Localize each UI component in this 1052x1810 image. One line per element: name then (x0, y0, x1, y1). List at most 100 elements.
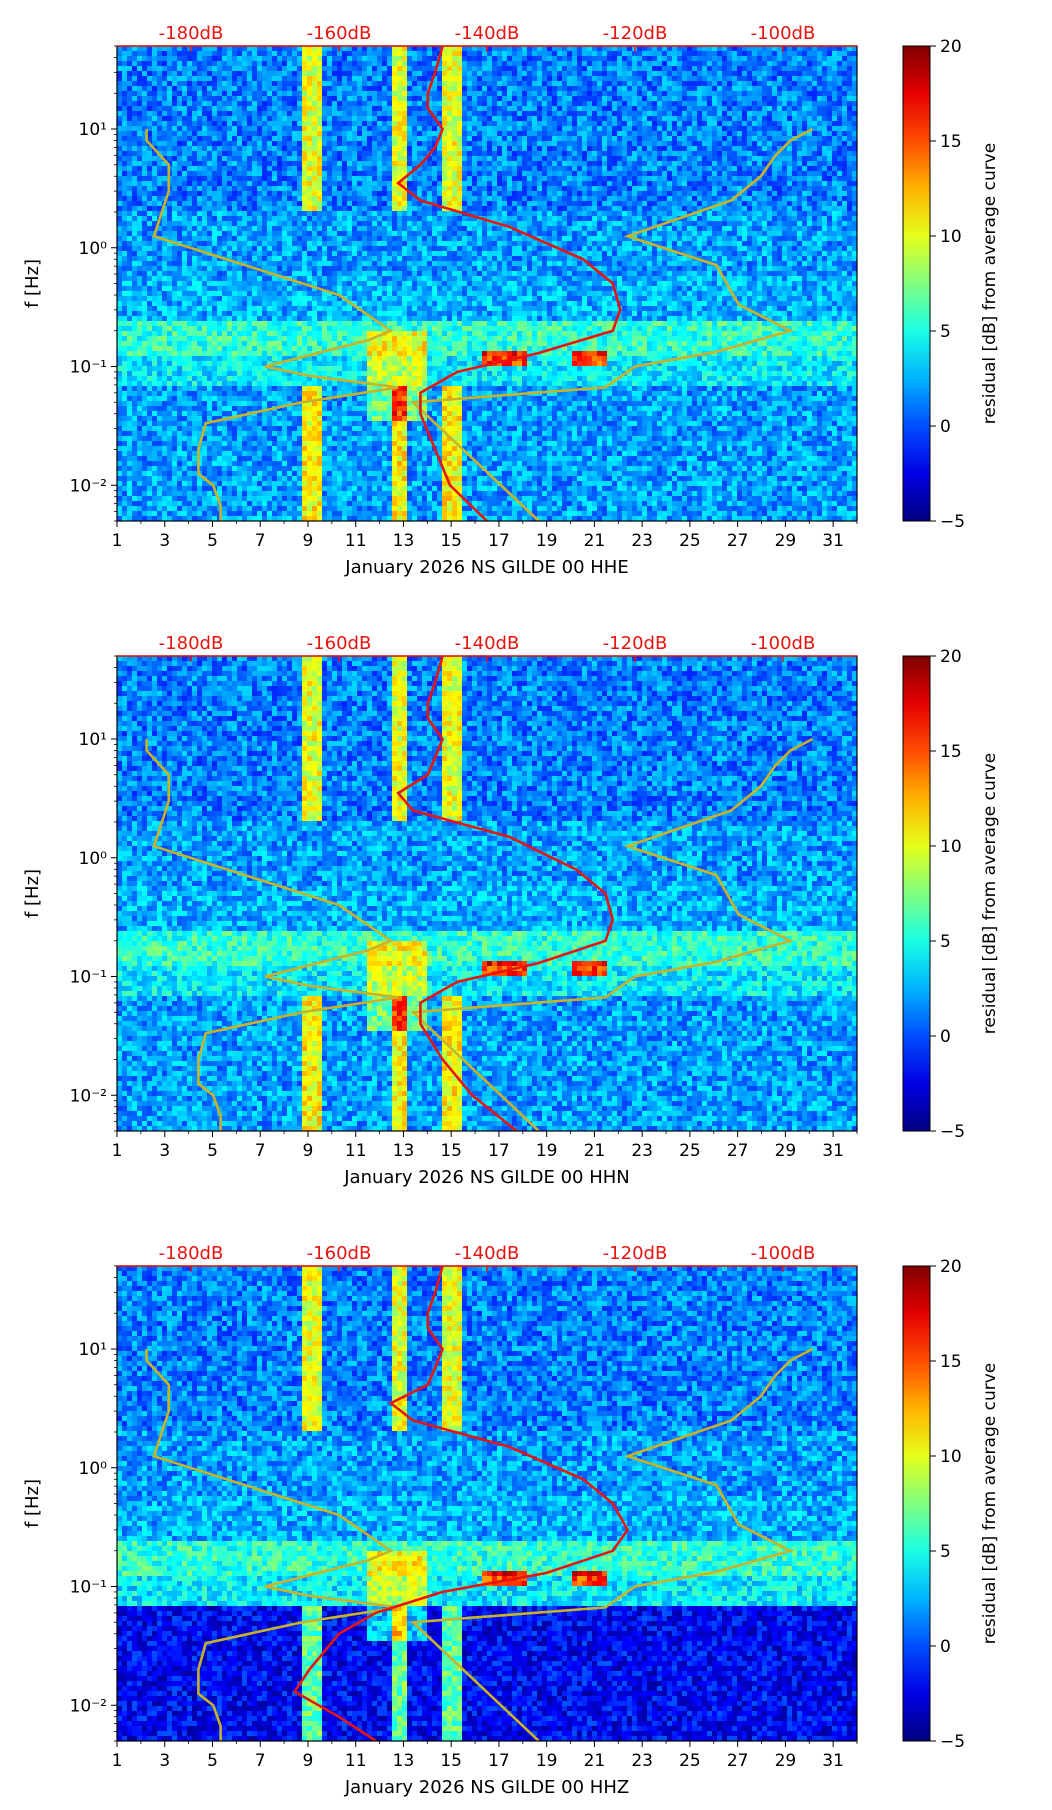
x-tick-label: 13 (393, 1141, 415, 1161)
x-tick-label: 23 (631, 1141, 653, 1161)
y-tick-label: 10⁻¹ (70, 1578, 107, 1598)
top-db-label: -120dB (603, 633, 668, 654)
x-tick-label: 25 (679, 531, 701, 551)
y-tick-label: 10¹ (79, 1340, 107, 1360)
spectrogram-heatmap (117, 656, 858, 1132)
x-tick-label: 27 (727, 1141, 749, 1161)
colorbar-tick-label: 5 (940, 322, 951, 342)
colorbar-label: residual [dB] from average curve (980, 1363, 1000, 1644)
y-tick-label: 10¹ (79, 730, 107, 750)
x-tick-label: 29 (775, 1141, 797, 1161)
x-tick-label: 13 (393, 531, 415, 551)
x-tick-label: 9 (303, 1141, 314, 1161)
x-tick-label: 19 (536, 1751, 558, 1771)
y-axis-label: f [Hz] (22, 1479, 43, 1528)
colorbar-tick-label: 15 (940, 132, 962, 152)
x-tick-label: 11 (345, 1751, 367, 1771)
y-tick-label: 10⁰ (79, 1459, 108, 1479)
x-tick-label: 1 (112, 531, 123, 551)
x-tick-label: 15 (440, 1141, 462, 1161)
x-tick-label: 29 (775, 531, 797, 551)
x-tick-label: 25 (679, 1751, 701, 1771)
x-tick-label: 11 (345, 1141, 367, 1161)
x-tick-label: 23 (631, 1751, 653, 1771)
x-tick-label: 13 (393, 1751, 415, 1771)
x-tick-label: 7 (255, 1141, 266, 1161)
x-tick-label: 3 (159, 1751, 170, 1771)
y-axis-label: f [Hz] (22, 869, 43, 918)
x-tick-label: 5 (207, 531, 218, 551)
colorbar-tick-label: 20 (940, 37, 962, 57)
colorbar-tick-label: 0 (940, 417, 951, 437)
x-tick-label: 5 (207, 1751, 218, 1771)
x-axis-label: January 2026 NS GILDE 00 HHZ (344, 1777, 629, 1798)
x-tick-label: 21 (584, 1751, 606, 1771)
x-tick-label: 9 (303, 1751, 314, 1771)
x-tick-label: 3 (159, 531, 170, 551)
spectrogram-heatmap (117, 1266, 858, 1742)
top-db-label: -180dB (159, 1243, 224, 1264)
top-db-label: -120dB (603, 23, 668, 44)
top-db-label: -140dB (455, 1243, 520, 1264)
x-tick-label: 31 (822, 1751, 844, 1771)
colorbar (903, 1266, 930, 1741)
colorbar-tick-label: −5 (940, 1732, 965, 1752)
y-tick-label: 10⁰ (79, 849, 108, 869)
x-tick-label: 1 (112, 1141, 123, 1161)
x-tick-label: 17 (488, 1141, 510, 1161)
top-db-label: -160dB (307, 1243, 372, 1264)
x-tick-label: 21 (584, 1141, 606, 1161)
x-tick-label: 29 (775, 1751, 797, 1771)
x-tick-label: 19 (536, 531, 558, 551)
x-tick-label: 27 (727, 531, 749, 551)
top-db-label: -100dB (751, 23, 816, 44)
colorbar-tick-label: 10 (940, 837, 962, 857)
colorbar-label: residual [dB] from average curve (980, 143, 1000, 424)
x-axis-label: January 2026 NS GILDE 00 HHN (343, 1167, 630, 1188)
top-db-label: -100dB (751, 633, 816, 654)
top-db-label: -160dB (307, 633, 372, 654)
x-tick-label: 5 (207, 1141, 218, 1161)
colorbar-tick-label: 0 (940, 1637, 951, 1657)
x-tick-label: 7 (255, 531, 266, 551)
colorbar-label: residual [dB] from average curve (980, 753, 1000, 1034)
y-tick-label: 10⁻² (70, 476, 107, 496)
x-tick-label: 9 (303, 531, 314, 551)
colorbar-tick-label: −5 (940, 512, 965, 532)
top-db-label: -100dB (751, 1243, 816, 1264)
colorbar-tick-label: 20 (940, 1257, 962, 1277)
y-tick-label: 10¹ (79, 120, 107, 140)
x-tick-label: 31 (822, 531, 844, 551)
x-tick-label: 1 (112, 1751, 123, 1771)
colorbar-tick-label: 5 (940, 932, 951, 952)
colorbar-tick-label: 10 (940, 1447, 962, 1467)
x-tick-label: 25 (679, 1141, 701, 1161)
colorbar-tick-label: 5 (940, 1542, 951, 1562)
colorbar-tick-label: 15 (940, 742, 962, 762)
x-tick-label: 15 (440, 1751, 462, 1771)
x-tick-label: 11 (345, 531, 367, 551)
x-tick-label: 15 (440, 531, 462, 551)
y-tick-label: 10⁻² (70, 1696, 107, 1716)
top-db-label: -140dB (455, 23, 520, 44)
y-tick-label: 10⁰ (79, 239, 108, 259)
top-db-label: -180dB (159, 23, 224, 44)
colorbar-tick-label: 20 (940, 647, 962, 667)
colorbar-tick-label: 10 (940, 227, 962, 247)
x-tick-label: 17 (488, 1751, 510, 1771)
x-axis-label: January 2026 NS GILDE 00 HHE (344, 557, 628, 578)
x-tick-label: 17 (488, 531, 510, 551)
spectrogram-heatmap (117, 46, 858, 522)
y-tick-label: 10⁻² (70, 1086, 107, 1106)
top-db-label: -180dB (159, 633, 224, 654)
colorbar-tick-label: 0 (940, 1027, 951, 1047)
y-axis-label: f [Hz] (22, 259, 43, 308)
x-tick-label: 7 (255, 1751, 266, 1771)
top-db-label: -160dB (307, 23, 372, 44)
x-tick-label: 3 (159, 1141, 170, 1161)
x-tick-label: 21 (584, 531, 606, 551)
top-db-label: -120dB (603, 1243, 668, 1264)
